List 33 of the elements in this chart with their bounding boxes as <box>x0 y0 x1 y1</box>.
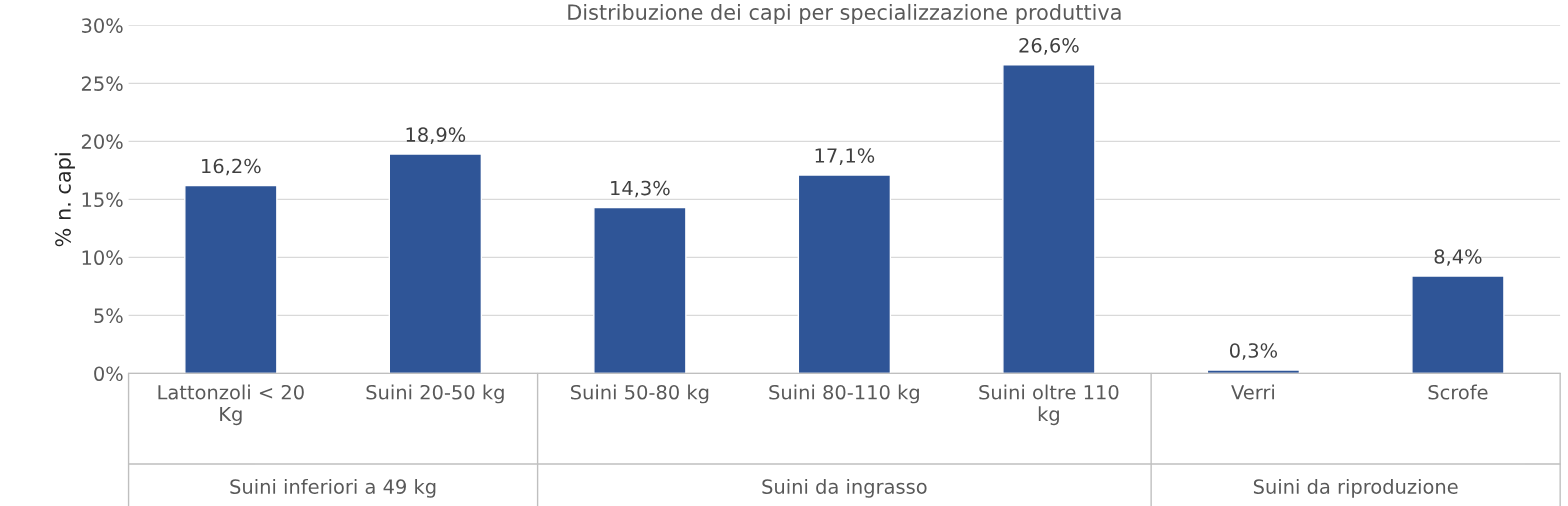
data-label: 26,6% <box>1019 37 1079 55</box>
x-tick-label: Suini 20-50 kg <box>366 384 504 404</box>
y-axis-title: % n. capi <box>54 153 75 247</box>
x-tick-label: Lattonzoli < 20 Kg <box>158 384 304 426</box>
y-tick-label: 25% <box>81 76 123 91</box>
data-label: 0,3% <box>1229 343 1278 360</box>
y-tick-label: 10% <box>82 250 123 266</box>
text: Suini da riproduzione <box>1253 478 1458 498</box>
x-tick-label: Suini oltre 110 kg <box>979 384 1119 426</box>
x-tick-label: Verri <box>1231 384 1274 400</box>
y-tick-label: 5% <box>94 308 123 324</box>
data-label: 18,9% <box>406 127 466 144</box>
x-tick-label: Scrofe <box>1428 384 1488 400</box>
x-tick-label: Suini 80-110 kg <box>769 384 919 404</box>
bar <box>1002 64 1096 374</box>
chart-title: Distribuzione dei capi per specializzazione produttiva <box>568 3 1121 25</box>
bar <box>388 153 483 374</box>
bar <box>184 184 278 374</box>
y-tick-label: 20% <box>81 134 123 150</box>
data-label: 8,4% <box>1434 249 1482 266</box>
data-label: 14,3% <box>611 180 670 198</box>
bar <box>1206 369 1301 374</box>
text: Suini da ingrasso <box>762 478 927 498</box>
y-tick-label: 15% <box>82 192 123 208</box>
data-label: 16,2% <box>202 158 261 176</box>
y-tick-label: 30% <box>81 18 123 33</box>
text: Suini inferiori a 49 kg <box>230 478 436 498</box>
bar <box>797 174 892 374</box>
bar <box>1411 275 1505 374</box>
y-tick-label: 0% <box>94 366 123 382</box>
data-label: 17,1% <box>815 148 875 165</box>
x-tick-label: Suini 50-80 kg <box>571 384 709 404</box>
bar <box>593 206 687 374</box>
